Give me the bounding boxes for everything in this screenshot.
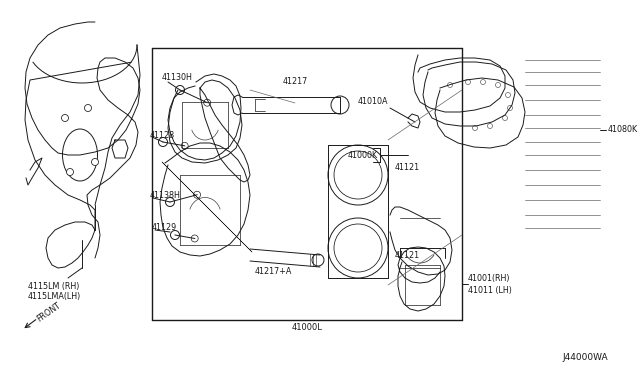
Circle shape bbox=[67, 169, 74, 176]
Text: 41001(RH): 41001(RH) bbox=[468, 273, 511, 282]
Text: 41138H: 41138H bbox=[150, 192, 181, 201]
Circle shape bbox=[334, 224, 382, 272]
Text: 41010A: 41010A bbox=[358, 97, 388, 106]
Circle shape bbox=[506, 93, 511, 97]
Circle shape bbox=[166, 198, 175, 206]
Circle shape bbox=[193, 191, 200, 198]
Circle shape bbox=[328, 218, 388, 278]
Text: 41128: 41128 bbox=[150, 131, 175, 140]
Text: 4115LMA(LH): 4115LMA(LH) bbox=[28, 292, 81, 301]
Circle shape bbox=[495, 83, 500, 87]
Text: J44000WA: J44000WA bbox=[562, 353, 607, 362]
Text: 41011 (LH): 41011 (LH) bbox=[468, 285, 512, 295]
Circle shape bbox=[334, 151, 382, 199]
Circle shape bbox=[181, 142, 188, 149]
Circle shape bbox=[204, 99, 211, 106]
Text: 41121: 41121 bbox=[395, 164, 420, 173]
Circle shape bbox=[191, 235, 198, 242]
Circle shape bbox=[92, 158, 99, 166]
Circle shape bbox=[447, 83, 452, 87]
Text: 41130H: 41130H bbox=[162, 74, 193, 83]
Circle shape bbox=[61, 115, 68, 122]
Circle shape bbox=[472, 125, 477, 131]
Text: 41000K: 41000K bbox=[348, 151, 378, 160]
Circle shape bbox=[488, 124, 493, 128]
Circle shape bbox=[175, 86, 184, 94]
Text: 41121: 41121 bbox=[395, 250, 420, 260]
Circle shape bbox=[465, 80, 470, 84]
Ellipse shape bbox=[63, 129, 97, 181]
Circle shape bbox=[328, 145, 388, 205]
Circle shape bbox=[84, 105, 92, 112]
Circle shape bbox=[502, 115, 508, 121]
Text: 41129: 41129 bbox=[152, 224, 177, 232]
Text: 41000L: 41000L bbox=[292, 324, 323, 333]
Circle shape bbox=[159, 138, 168, 147]
Circle shape bbox=[508, 106, 513, 110]
Text: 41080K: 41080K bbox=[608, 125, 638, 135]
Circle shape bbox=[331, 96, 349, 114]
Circle shape bbox=[481, 80, 486, 84]
Text: 4115LM (RH): 4115LM (RH) bbox=[28, 282, 79, 291]
Text: 41217: 41217 bbox=[282, 77, 308, 87]
Circle shape bbox=[312, 254, 324, 266]
Text: 41217+A: 41217+A bbox=[255, 267, 292, 276]
Text: FRONT: FRONT bbox=[35, 301, 62, 323]
Circle shape bbox=[170, 231, 179, 240]
